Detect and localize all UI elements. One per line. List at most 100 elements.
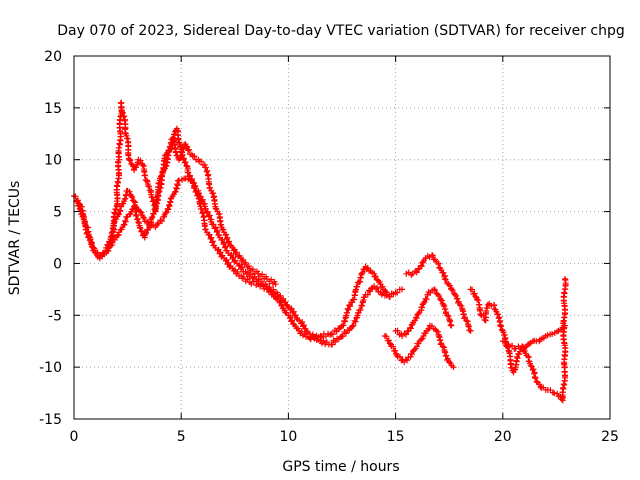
data-point-marker bbox=[463, 317, 470, 324]
data-point-marker bbox=[139, 161, 146, 168]
data-point-marker bbox=[182, 175, 189, 182]
data-point-marker bbox=[407, 325, 414, 332]
data-point-marker bbox=[520, 343, 527, 350]
data-point-marker bbox=[180, 146, 187, 153]
data-point-marker bbox=[438, 297, 445, 304]
data-point-marker bbox=[514, 355, 521, 362]
series-trace-4 bbox=[381, 322, 457, 371]
data-points bbox=[71, 99, 569, 404]
data-point-marker bbox=[176, 139, 183, 146]
data-point-marker bbox=[415, 340, 422, 347]
data-point-marker bbox=[277, 292, 284, 299]
data-point-marker bbox=[140, 214, 147, 221]
data-point-marker bbox=[202, 164, 209, 171]
data-point-marker bbox=[495, 311, 502, 318]
data-point-marker bbox=[413, 269, 420, 276]
data-point-marker bbox=[83, 230, 90, 237]
data-point-marker bbox=[206, 231, 213, 238]
data-point-marker bbox=[137, 157, 144, 164]
chart-title: Day 070 of 2023, Sidereal Day-to-day VTE… bbox=[57, 23, 625, 39]
data-point-marker bbox=[396, 353, 403, 360]
data-point-marker bbox=[222, 244, 229, 251]
data-point-marker bbox=[178, 149, 185, 156]
data-point-marker bbox=[186, 172, 193, 179]
data-point-marker bbox=[235, 262, 242, 269]
y-tick-label: -10 bbox=[39, 360, 62, 376]
data-point-marker bbox=[210, 221, 217, 228]
data-point-marker bbox=[277, 298, 284, 305]
data-point-marker bbox=[429, 252, 436, 259]
series-trace-6 bbox=[403, 252, 474, 334]
data-point-marker bbox=[84, 229, 91, 236]
data-point-marker bbox=[537, 383, 544, 390]
data-point-marker bbox=[119, 109, 126, 116]
data-point-marker bbox=[471, 290, 478, 297]
data-point-marker bbox=[147, 223, 154, 230]
data-point-marker bbox=[176, 177, 183, 184]
data-point-marker bbox=[214, 247, 221, 254]
data-point-marker bbox=[149, 194, 156, 201]
data-point-marker bbox=[193, 188, 200, 195]
data-point-marker bbox=[269, 290, 276, 297]
data-point-marker bbox=[307, 336, 314, 343]
data-point-marker bbox=[279, 301, 286, 308]
data-point-marker bbox=[435, 261, 442, 268]
data-point-marker bbox=[443, 309, 450, 316]
data-point-marker bbox=[145, 183, 152, 190]
data-point-marker bbox=[320, 337, 327, 344]
data-point-marker bbox=[467, 327, 474, 334]
data-point-marker bbox=[497, 323, 504, 330]
data-point-marker bbox=[509, 342, 516, 349]
data-point-marker bbox=[431, 287, 438, 294]
data-point-marker bbox=[224, 234, 231, 241]
data-point-marker bbox=[382, 288, 389, 295]
data-point-marker bbox=[122, 217, 129, 224]
data-point-marker bbox=[187, 177, 194, 184]
data-point-marker bbox=[184, 147, 191, 154]
data-point-marker bbox=[191, 153, 198, 160]
data-point-marker bbox=[155, 180, 162, 187]
y-tick-label: 15 bbox=[44, 101, 62, 117]
data-point-marker bbox=[358, 270, 365, 277]
data-point-marker bbox=[91, 247, 98, 254]
data-point-marker bbox=[350, 322, 357, 329]
data-point-marker bbox=[230, 247, 237, 254]
data-point-marker bbox=[138, 227, 145, 234]
data-point-marker bbox=[341, 317, 348, 324]
data-point-marker bbox=[157, 173, 164, 180]
data-point-marker bbox=[500, 329, 507, 336]
data-point-marker bbox=[114, 232, 121, 239]
data-point-marker bbox=[149, 198, 156, 205]
data-point-marker bbox=[240, 273, 247, 280]
data-point-marker bbox=[477, 311, 484, 318]
data-point-marker bbox=[238, 257, 245, 264]
data-point-marker bbox=[206, 184, 213, 191]
data-point-marker bbox=[234, 268, 241, 275]
data-point-marker bbox=[182, 159, 189, 166]
data-point-marker bbox=[466, 327, 473, 334]
data-point-marker bbox=[461, 314, 468, 321]
data-point-marker bbox=[179, 144, 186, 151]
data-point-marker bbox=[288, 305, 295, 312]
data-point-marker bbox=[484, 301, 491, 308]
data-point-marker bbox=[233, 249, 240, 256]
data-point-marker bbox=[367, 288, 374, 295]
data-point-marker bbox=[146, 222, 153, 229]
x-tick-label: 0 bbox=[70, 429, 79, 445]
data-point-marker bbox=[129, 194, 136, 201]
data-point-marker bbox=[384, 291, 391, 298]
data-point-marker bbox=[447, 321, 454, 328]
data-point-marker bbox=[287, 313, 294, 320]
data-point-marker bbox=[239, 256, 246, 263]
data-point-marker bbox=[72, 193, 79, 200]
data-point-marker bbox=[329, 331, 336, 338]
data-point-marker bbox=[290, 308, 297, 315]
data-point-marker bbox=[287, 306, 294, 313]
data-point-marker bbox=[142, 231, 149, 238]
data-point-marker bbox=[199, 196, 206, 203]
data-point-marker bbox=[418, 263, 425, 270]
y-tick-label: 10 bbox=[44, 153, 62, 169]
data-point-marker bbox=[420, 300, 427, 307]
data-point-marker bbox=[250, 278, 257, 285]
data-point-marker bbox=[383, 333, 390, 340]
